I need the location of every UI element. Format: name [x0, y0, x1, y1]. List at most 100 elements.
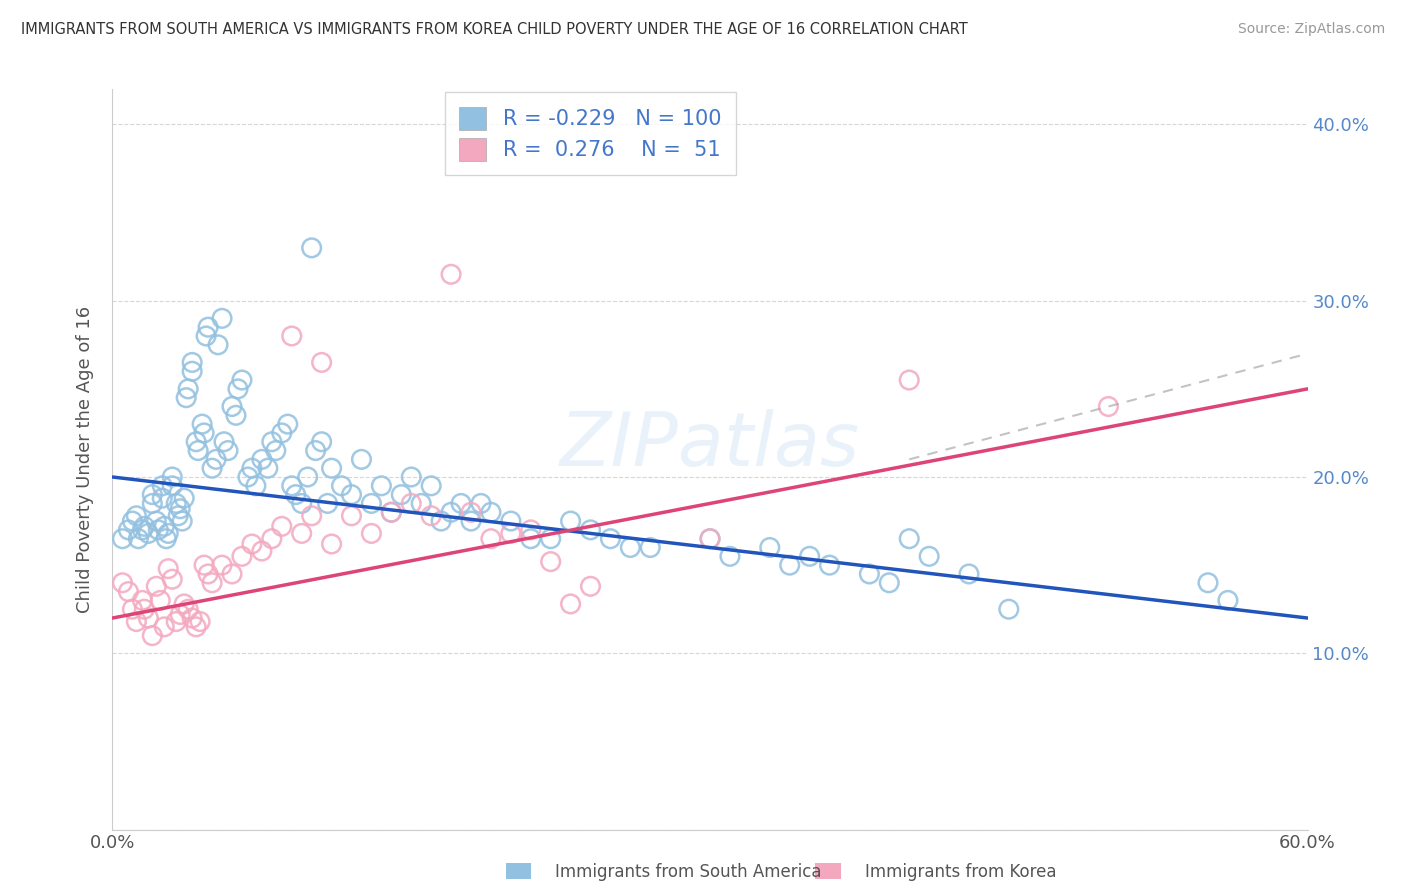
Point [520, 523, 543, 537]
Point [121, 602, 143, 616]
Point [281, 479, 304, 493]
Point [201, 461, 224, 475]
Point [270, 425, 292, 440]
Point [211, 311, 233, 326]
Point [411, 496, 433, 510]
Point [619, 541, 641, 555]
Point [177, 602, 200, 616]
Point [181, 355, 204, 369]
Point [718, 549, 741, 564]
Point [131, 593, 153, 607]
Y-axis label: Child Poverty Under the Age of 16: Child Poverty Under the Age of 16 [76, 306, 94, 613]
Point [165, 615, 187, 629]
Point [221, 400, 243, 414]
Point [440, 268, 463, 282]
Point [450, 496, 472, 510]
Point [401, 496, 423, 510]
Point [420, 479, 443, 493]
Point [117, 523, 139, 537]
Point [260, 532, 283, 546]
Point [460, 514, 482, 528]
Point [127, 532, 149, 546]
Point [540, 532, 562, 546]
Point [311, 434, 333, 449]
Point [150, 479, 173, 493]
Point [245, 479, 267, 493]
Point [479, 532, 502, 546]
Point [311, 355, 333, 369]
Point [221, 566, 243, 581]
Point [167, 508, 190, 523]
Point [195, 329, 218, 343]
Point [479, 505, 502, 519]
Point [141, 488, 163, 502]
Point [340, 508, 363, 523]
Point [277, 417, 299, 431]
Point [818, 558, 841, 573]
Point [560, 514, 582, 528]
Point [340, 488, 363, 502]
Point [440, 505, 463, 519]
Point [186, 620, 208, 634]
Point [187, 443, 209, 458]
Point [211, 558, 233, 573]
Text: Source: ZipAtlas.com: Source: ZipAtlas.com [1237, 22, 1385, 37]
Point [918, 549, 941, 564]
Point [181, 364, 204, 378]
Point [579, 579, 602, 593]
Point [148, 523, 170, 537]
Point [301, 241, 323, 255]
Point [145, 514, 167, 528]
Point [212, 434, 235, 449]
Point [145, 579, 167, 593]
Point [998, 602, 1021, 616]
Point [111, 532, 134, 546]
Point [153, 519, 176, 533]
Point [173, 491, 195, 505]
Point [640, 541, 662, 555]
Point [540, 555, 562, 569]
Point [225, 409, 247, 423]
Point [579, 523, 602, 537]
Point [231, 373, 253, 387]
Point [177, 382, 200, 396]
Point [125, 615, 148, 629]
Point [121, 514, 143, 528]
Point [173, 597, 195, 611]
Point [134, 602, 156, 616]
Point [401, 470, 423, 484]
Point [759, 541, 782, 555]
Point [260, 434, 283, 449]
Point [150, 491, 173, 505]
Point [898, 532, 921, 546]
Point [370, 479, 392, 493]
Point [236, 470, 259, 484]
Point [193, 558, 215, 573]
Point [117, 584, 139, 599]
Point [599, 532, 621, 546]
Point [420, 508, 443, 523]
Point [240, 537, 263, 551]
Point [131, 523, 153, 537]
Point [520, 532, 543, 546]
Point [193, 425, 215, 440]
Point [141, 629, 163, 643]
Point [205, 452, 228, 467]
Text: Immigrants from Korea: Immigrants from Korea [865, 863, 1056, 881]
Point [138, 611, 160, 625]
Point [188, 615, 211, 629]
Point [699, 532, 721, 546]
Point [879, 575, 901, 590]
Point [264, 443, 287, 458]
Point [291, 526, 314, 541]
Point [380, 505, 402, 519]
Point [125, 508, 148, 523]
Point [858, 566, 880, 581]
Point [134, 519, 156, 533]
Point [231, 549, 253, 564]
Text: ZIPatlas: ZIPatlas [560, 409, 860, 481]
Point [172, 514, 194, 528]
Text: Immigrants from South America: Immigrants from South America [555, 863, 823, 881]
Point [155, 532, 177, 546]
Text: IMMIGRANTS FROM SOUTH AMERICA VS IMMIGRANTS FROM KOREA CHILD POVERTY UNDER THE A: IMMIGRANTS FROM SOUTH AMERICA VS IMMIGRA… [21, 22, 967, 37]
